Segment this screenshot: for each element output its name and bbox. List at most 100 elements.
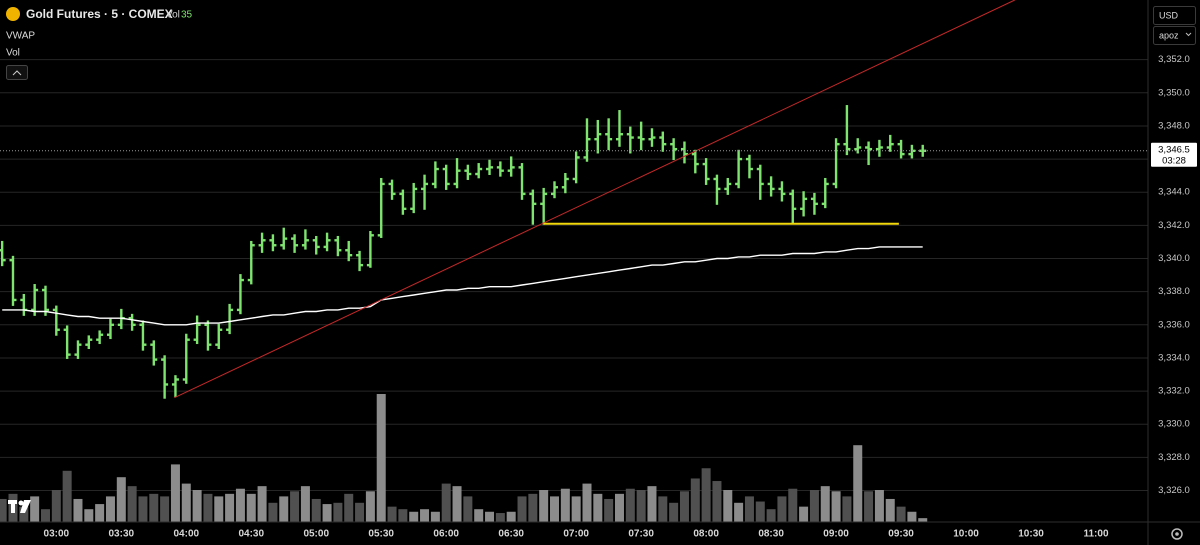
volume-bar — [853, 445, 863, 522]
volume-bar — [495, 513, 505, 522]
countdown-label: 03:28 — [1162, 155, 1186, 166]
y-tick-label: 3,340.0 — [1158, 253, 1190, 264]
volume-bar — [181, 483, 191, 522]
volume-bar — [766, 509, 776, 522]
volume-bar — [820, 486, 830, 522]
volume-bar — [430, 511, 440, 522]
volume-bar — [311, 498, 321, 522]
volume-bar — [788, 488, 798, 522]
currency-button[interactable] — [1153, 6, 1196, 25]
volume-bar — [560, 488, 570, 522]
volume-bar — [734, 502, 744, 522]
volume-bar — [647, 486, 657, 522]
volume-bar — [300, 486, 310, 522]
volume-bar — [127, 486, 137, 522]
volume-bar — [170, 464, 180, 522]
x-tick-label: 03:00 — [44, 529, 70, 540]
volume-bar — [365, 491, 375, 522]
volume-bar — [73, 498, 83, 522]
x-tick-label: 09:00 — [823, 529, 849, 540]
volume-bar — [625, 488, 635, 522]
volume-bar — [918, 518, 928, 522]
y-tick-label: 3,336.0 — [1158, 319, 1190, 330]
y-tick-label: 3,332.0 — [1158, 386, 1190, 397]
volume-bar — [279, 496, 289, 522]
x-tick-label: 10:30 — [1018, 529, 1044, 540]
volume-bar — [398, 509, 408, 522]
x-tick-label: 07:00 — [563, 529, 589, 540]
volume-bar — [51, 490, 61, 522]
x-tick-label: 07:30 — [628, 529, 654, 540]
x-tick-label: 03:30 — [109, 529, 135, 540]
y-tick-label: 3,352.0 — [1158, 54, 1190, 65]
volume-bar — [138, 496, 148, 522]
volume-bar — [723, 490, 733, 522]
volume-bar — [30, 496, 40, 522]
volume-bar — [864, 491, 874, 522]
symbol-logo — [6, 7, 20, 21]
symbol-title[interactable]: Gold Futures · 5 · COMEX — [26, 7, 173, 21]
volume-bar — [907, 511, 917, 522]
tv-logo — [8, 500, 31, 513]
volume-bar — [463, 496, 473, 522]
profile-button[interactable] — [1153, 26, 1196, 45]
volume-bar — [744, 496, 754, 522]
indicator-label[interactable]: VWAP — [6, 31, 35, 42]
volume-bar — [755, 501, 765, 522]
currency-label: USD — [1159, 10, 1179, 20]
y-tick-label: 3,328.0 — [1158, 452, 1190, 463]
volume-bar — [235, 488, 245, 522]
last-price-box — [1151, 142, 1197, 167]
x-tick-label: 05:00 — [303, 529, 329, 540]
y-tick-label: 3,342.0 — [1158, 220, 1190, 231]
volume-bar — [690, 478, 700, 522]
trend-line — [174, 0, 1016, 399]
x-tick-label: 08:00 — [693, 529, 719, 540]
volume-bar — [19, 506, 29, 522]
volume-bar — [701, 468, 711, 522]
volume-bar — [517, 496, 527, 522]
price-pane — [0, 0, 1148, 399]
volume-bar — [420, 509, 430, 522]
x-tick-label: 06:30 — [498, 529, 524, 540]
volume-bar — [116, 477, 126, 522]
volume-bar — [441, 483, 451, 522]
axes: 3,326.0 3,328.0 3,330.0 3,332.0 3,334.0 3,336… — [44, 54, 1197, 540]
volume-bar — [376, 394, 386, 522]
volume-bar — [885, 498, 895, 522]
collapse-button[interactable] — [6, 65, 28, 80]
volume-value: 35 — [181, 10, 193, 21]
x-tick-label: 08:30 — [758, 529, 784, 540]
y-tick-label: 3,334.0 — [1158, 352, 1190, 363]
settings-icon — [1175, 532, 1179, 536]
volume-bar — [506, 511, 516, 522]
y-tick-label: 3,344.0 — [1158, 187, 1190, 198]
x-tick-label: 09:30 — [888, 529, 914, 540]
vwap-line — [2, 246, 923, 326]
volume-bar — [474, 509, 484, 522]
volume-bar — [593, 493, 603, 522]
volume-bar — [777, 496, 787, 522]
profile-label: apoz — [1159, 30, 1179, 40]
volume-bar — [636, 490, 646, 522]
x-tick-label: 10:00 — [953, 529, 979, 540]
y-tick-label: 3,330.0 — [1158, 419, 1190, 430]
volume-bar — [571, 496, 581, 522]
volume-bar — [831, 491, 841, 522]
volume-bar — [322, 504, 332, 522]
volume-bar — [203, 493, 213, 522]
settings-button[interactable] — [1171, 528, 1183, 540]
volume-bar — [809, 490, 819, 522]
indicator-label[interactable]: Vol — [6, 48, 20, 59]
last-price-label: 3,346.5 — [1158, 144, 1190, 155]
volume-bar — [290, 491, 300, 522]
volume-bar — [669, 502, 679, 522]
volume-bar — [614, 493, 624, 522]
volume-bar — [257, 486, 267, 522]
x-tick-label: 04:00 — [173, 529, 199, 540]
volume-bar — [246, 493, 256, 522]
y-tick-label: 3,338.0 — [1158, 286, 1190, 297]
volume-bar — [225, 493, 235, 522]
